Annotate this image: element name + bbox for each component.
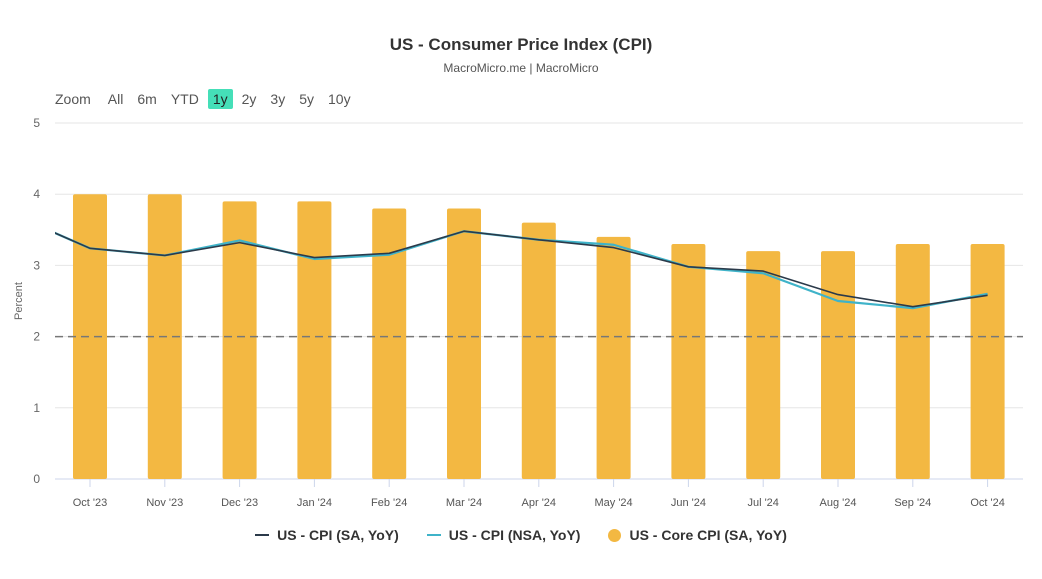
chart-subtitle: MacroMicro.me | MacroMicro xyxy=(443,61,599,75)
y-tick-label: 2 xyxy=(33,330,40,344)
x-tick-label: Jan '24 xyxy=(297,497,332,509)
legend-line-swatch xyxy=(255,534,270,536)
legend-item-cpi-sa[interactable]: US - CPI (SA, YoY) xyxy=(255,527,399,543)
y-tick-label: 1 xyxy=(33,401,40,415)
bar-core-cpi[interactable] xyxy=(73,194,107,479)
x-tick-label: May '24 xyxy=(595,497,633,509)
y-axis-label: Percent xyxy=(13,282,25,320)
x-tick-label: Dec '23 xyxy=(221,497,258,509)
bar-core-cpi[interactable] xyxy=(596,236,631,479)
legend-item-core-cpi[interactable]: US - Core CPI (SA, YoY) xyxy=(608,527,787,543)
y-tick-label: 0 xyxy=(33,472,40,486)
x-tick-label: Sep '24 xyxy=(894,497,931,509)
legend-label: US - Core CPI (SA, YoY) xyxy=(629,527,787,543)
y-tick-label: 4 xyxy=(33,187,40,201)
x-tick-label: Oct '23 xyxy=(73,497,108,509)
y-tick-label: 5 xyxy=(33,116,40,130)
legend-label: US - CPI (SA, YoY) xyxy=(277,527,399,543)
x-tick-label: Feb '24 xyxy=(371,497,407,509)
x-tick-label: Oct '24 xyxy=(970,497,1005,509)
bar-core-cpi[interactable] xyxy=(297,201,332,479)
bar-core-cpi[interactable] xyxy=(895,244,930,479)
bar-core-cpi[interactable] xyxy=(746,251,781,479)
bar-core-cpi[interactable] xyxy=(521,222,556,479)
legend: US - CPI (SA, YoY) US - CPI (NSA, YoY) U… xyxy=(0,527,1042,543)
zoom-all-button[interactable]: All xyxy=(107,91,124,107)
zoom-6m-button[interactable]: 6m xyxy=(137,91,157,107)
legend-label: US - CPI (NSA, YoY) xyxy=(448,527,581,543)
x-tick-label: Jun '24 xyxy=(671,497,706,509)
zoom-2y-button[interactable]: 2y xyxy=(241,91,257,107)
zoom-1y-button[interactable]: 1y xyxy=(207,89,233,109)
zoom-ytd-button[interactable]: YTD xyxy=(170,91,199,107)
zoom-selector: Zoom All 6m YTD 1y 2y 3y 5y 10y xyxy=(55,89,360,109)
chart-title: US - Consumer Price Index (CPI) xyxy=(389,35,653,54)
x-tick-label: Aug '24 xyxy=(820,497,857,509)
bar-core-cpi[interactable] xyxy=(222,201,257,479)
bar-core-cpi[interactable] xyxy=(970,244,1005,479)
bar-core-cpi[interactable] xyxy=(671,244,706,479)
bar-core-cpi[interactable] xyxy=(372,208,407,479)
x-tick-label: Mar '24 xyxy=(446,497,482,509)
bar-core-cpi[interactable] xyxy=(447,208,481,479)
x-tick-label: Apr '24 xyxy=(522,497,557,509)
legend-line-swatch xyxy=(426,534,441,536)
legend-item-cpi-nsa[interactable]: US - CPI (NSA, YoY) xyxy=(426,527,581,543)
x-tick-label: Nov '23 xyxy=(146,497,183,509)
line-cpi-sa xyxy=(55,230,988,308)
zoom-5y-button[interactable]: 5y xyxy=(299,91,314,107)
y-tick-label: 3 xyxy=(33,258,40,272)
bar-core-cpi[interactable] xyxy=(821,251,855,479)
legend-dot-swatch xyxy=(608,528,622,542)
zoom-label: Zoom xyxy=(55,91,91,107)
zoom-3y-button[interactable]: 3y xyxy=(270,91,286,107)
zoom-10y-button[interactable]: 10y xyxy=(328,91,351,107)
x-tick-label: Jul '24 xyxy=(747,497,778,509)
